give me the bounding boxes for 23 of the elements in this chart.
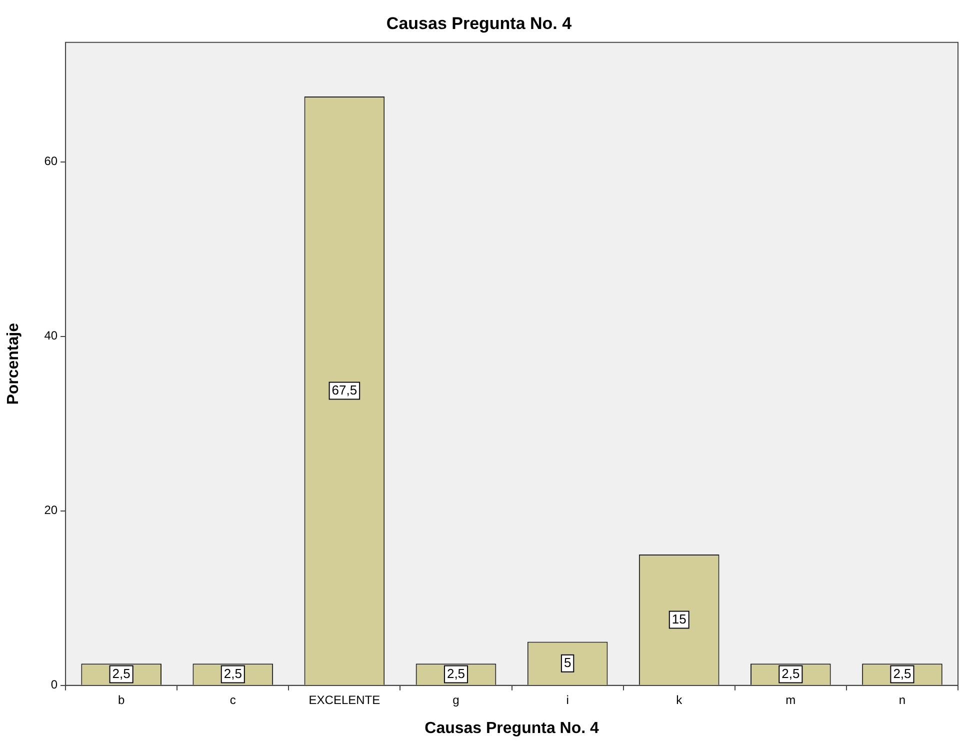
data-label: 2,5 (224, 666, 242, 681)
data-label: 67,5 (332, 382, 358, 398)
x-tick-label: m (786, 692, 796, 707)
x-tick-label: c (230, 692, 236, 707)
data-label: 5 (564, 654, 572, 670)
chart-title: Causas Pregunta No. 4 (386, 14, 572, 33)
y-tick-label: 20 (44, 503, 58, 518)
y-tick-label: 60 (44, 154, 58, 168)
y-axis-title: Porcentaje (5, 322, 22, 405)
x-axis-title: Causas Pregunta No. 4 (424, 720, 600, 737)
data-label: 15 (672, 611, 686, 626)
data-label: 2,5 (446, 666, 466, 681)
y-tick-label: 0 (50, 678, 58, 692)
x-tick-label: i (566, 692, 569, 707)
x-tick-label: n (898, 692, 906, 707)
data-label: 2,5 (112, 666, 130, 681)
data-label: 2,5 (782, 666, 800, 681)
data-label: 2,5 (893, 666, 912, 681)
x-tick-label: EXCELENTE (308, 692, 380, 707)
x-tick-label: g (452, 692, 460, 707)
y-tick-label: 40 (44, 328, 58, 343)
x-tick-label: b (118, 692, 125, 707)
x-tick-label: k (676, 692, 684, 707)
